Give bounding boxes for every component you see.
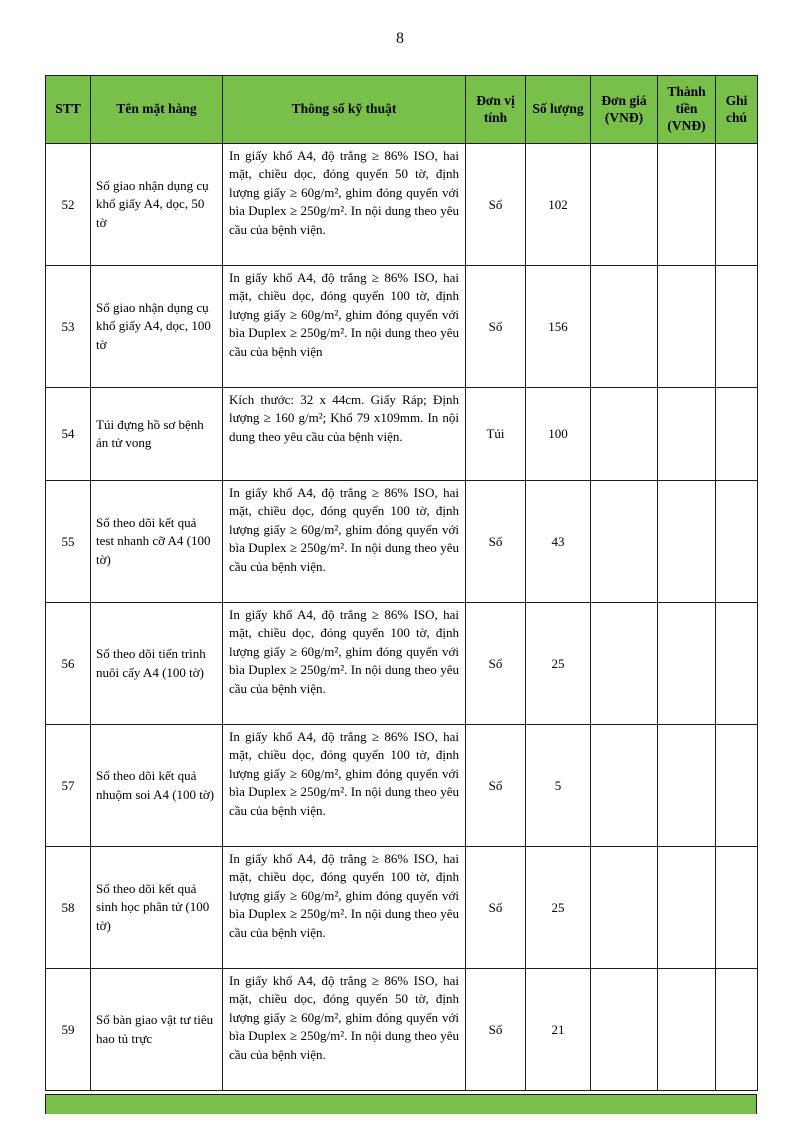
cell-unit: Sổ — [465, 968, 526, 1091]
table-row: 59 Sổ bàn giao vật tư tiêu hao tủ trực I… — [45, 968, 758, 1091]
cell-note — [715, 480, 758, 603]
table-row: 52 Sổ giao nhận dụng cụ khổ giấy A4, dọc… — [45, 143, 758, 266]
cell-unit-price — [590, 387, 658, 481]
cell-unit-price — [590, 602, 658, 725]
cell-stt: 58 — [45, 846, 91, 969]
cell-total — [657, 724, 716, 847]
header-don-vi-tinh: Đơn vị tính — [465, 75, 526, 144]
cell-total — [657, 387, 716, 481]
items-table: STT Tên mặt hàng Thông số kỹ thuật Đơn v… — [45, 75, 758, 1091]
cell-stt: 57 — [45, 724, 91, 847]
cell-spec: In giấy khổ A4, độ trắng ≥ 86% ISO, hai … — [222, 265, 466, 388]
cell-unit: Sổ — [465, 724, 526, 847]
cell-item-name: Sổ bàn giao vật tư tiêu hao tủ trực — [90, 968, 223, 1091]
cell-unit: Sổ — [465, 602, 526, 725]
cell-note — [715, 387, 758, 481]
cell-unit-price — [590, 143, 658, 266]
cell-quantity: 25 — [525, 846, 591, 969]
header-row: STT Tên mặt hàng Thông số kỹ thuật Đơn v… — [45, 75, 758, 144]
cell-stt: 59 — [45, 968, 91, 1091]
cell-quantity: 25 — [525, 602, 591, 725]
cell-total — [657, 968, 716, 1091]
cell-item-name: Túi đựng hồ sơ bệnh án tử vong — [90, 387, 223, 481]
cell-quantity: 43 — [525, 480, 591, 603]
cell-total — [657, 846, 716, 969]
cell-item-name: Sổ giao nhận dụng cụ khổ giấy A4, dọc, 5… — [90, 143, 223, 266]
table-row: 54 Túi đựng hồ sơ bệnh án tử vong Kích t… — [45, 387, 758, 481]
cell-stt: 54 — [45, 387, 91, 481]
cell-total — [657, 143, 716, 266]
cell-quantity: 21 — [525, 968, 591, 1091]
cell-unit-price — [590, 480, 658, 603]
cell-unit-price — [590, 846, 658, 969]
cell-spec: Kích thước: 32 x 44cm. Giấy Ráp; Định lư… — [222, 387, 466, 481]
cell-total — [657, 265, 716, 388]
cell-spec: In giấy khổ A4, độ trắng ≥ 86% ISO, hai … — [222, 602, 466, 725]
cell-stt: 56 — [45, 602, 91, 725]
header-thong-so-ky-thuat: Thông số kỹ thuật — [222, 75, 466, 144]
cell-item-name: Sổ theo dõi tiến trình nuôi cấy A4 (100 … — [90, 602, 223, 725]
cell-unit: Sổ — [465, 265, 526, 388]
cell-total — [657, 480, 716, 603]
cell-note — [715, 265, 758, 388]
cell-unit: Sổ — [465, 143, 526, 266]
cell-item-name: Sổ theo dõi kết quả nhuộm soi A4 (100 tờ… — [90, 724, 223, 847]
header-so-luong: Số lượng — [525, 75, 591, 144]
cell-spec: In giấy khổ A4, độ trắng ≥ 86% ISO, hai … — [222, 846, 466, 969]
cell-unit: Sổ — [465, 480, 526, 603]
cell-note — [715, 724, 758, 847]
cell-quantity: 5 — [525, 724, 591, 847]
next-page-header-sliver — [45, 1094, 757, 1114]
table-row: 56 Sổ theo dõi tiến trình nuôi cấy A4 (1… — [45, 602, 758, 725]
cell-unit-price — [590, 265, 658, 388]
cell-spec: In giấy khổ A4, độ trắng ≥ 86% ISO, hai … — [222, 480, 466, 603]
page-number: 8 — [396, 30, 404, 47]
cell-note — [715, 143, 758, 266]
cell-spec: In giấy khổ A4, độ trắng ≥ 86% ISO, hai … — [222, 968, 466, 1091]
cell-note — [715, 968, 758, 1091]
header-ghi-chu: Ghi chú — [715, 75, 758, 144]
cell-spec: In giấy khổ A4, độ trắng ≥ 86% ISO, hai … — [222, 724, 466, 847]
header-don-gia: Đơn giá (VNĐ) — [590, 75, 658, 144]
header-stt: STT — [45, 75, 91, 144]
cell-quantity: 102 — [525, 143, 591, 266]
cell-unit-price — [590, 968, 658, 1091]
cell-item-name: Sổ giao nhận dụng cụ khổ giấy A4, dọc, 1… — [90, 265, 223, 388]
cell-spec: In giấy khổ A4, độ trắng ≥ 86% ISO, hai … — [222, 143, 466, 266]
cell-note — [715, 846, 758, 969]
cell-unit: Sổ — [465, 846, 526, 969]
cell-unit-price — [590, 724, 658, 847]
cell-note — [715, 602, 758, 725]
cell-quantity: 156 — [525, 265, 591, 388]
table-row: 58 Sổ theo dõi kết quả sinh học phân tử … — [45, 846, 758, 969]
header-thanh-tien: Thành tiền (VNĐ) — [657, 75, 716, 144]
cell-item-name: Sổ theo dõi kết quả sinh học phân tử (10… — [90, 846, 223, 969]
cell-stt: 53 — [45, 265, 91, 388]
cell-stt: 55 — [45, 480, 91, 603]
table-row: 53 Sổ giao nhận dụng cụ khổ giấy A4, dọc… — [45, 265, 758, 388]
cell-item-name: Sổ theo dõi kết quả test nhanh cỡ A4 (10… — [90, 480, 223, 603]
cell-quantity: 100 — [525, 387, 591, 481]
table-row: 55 Sổ theo dõi kết quả test nhanh cỡ A4 … — [45, 480, 758, 603]
cell-unit: Túi — [465, 387, 526, 481]
cell-stt: 52 — [45, 143, 91, 266]
cell-total — [657, 602, 716, 725]
table-row: 57 Sổ theo dõi kết quả nhuộm soi A4 (100… — [45, 724, 758, 847]
header-ten-mat-hang: Tên mặt hàng — [90, 75, 223, 144]
